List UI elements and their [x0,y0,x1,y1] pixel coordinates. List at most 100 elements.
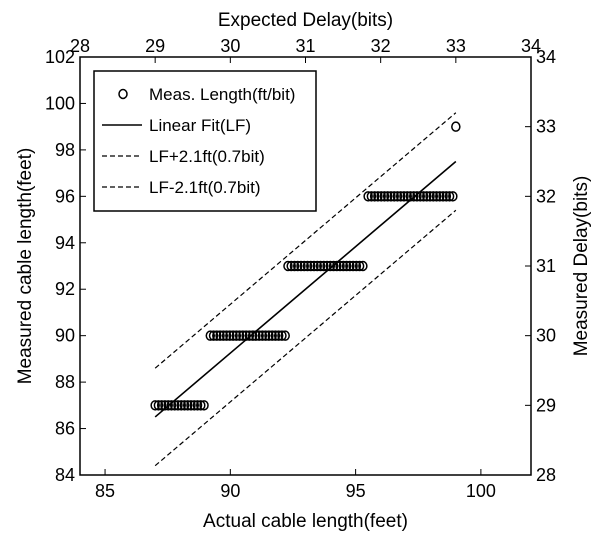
right-tick-label: 29 [536,395,556,415]
data-point [428,191,439,202]
data-point [234,330,245,341]
data-point [231,330,242,341]
data-point [341,260,352,272]
data-point [441,191,452,202]
right-tick-label: 28 [536,465,556,485]
data-point [309,260,319,272]
data-point [431,191,442,202]
data-point [392,191,403,202]
plot-frame [79,56,532,476]
top-tick-label: 31 [295,36,315,56]
data-point [166,400,177,411]
data-point [169,400,180,411]
data-point [373,191,383,202]
data-point [369,191,380,202]
data-point [212,330,222,341]
y-tick-label: 86 [55,419,75,439]
data-point [273,330,284,341]
data-point [179,400,190,411]
data-point [306,260,316,272]
data-point [408,191,419,202]
y-tick-label: 100 [45,93,75,113]
top-tick-label: 30 [220,36,240,56]
data-point [315,260,326,272]
data-point [221,330,232,341]
legend: Meas. Length(ft/bit) Linear Fit(LF) LF+2.1… [93,70,317,212]
data-point [228,330,238,341]
series-line [154,209,457,467]
data-point [405,191,416,202]
series-line [154,112,457,369]
data-point [358,260,368,272]
data-point [173,400,183,411]
data-point [218,330,229,341]
x-tick-label: 85 [95,481,115,501]
top-tick-label: 28 [70,36,90,56]
y-tick-label: 90 [55,326,75,346]
legend-label: Linear Fit(LF) [149,116,251,135]
data-point [153,400,164,411]
data-point [389,191,399,202]
y-axis-label: Measured cable length(feet) [15,148,36,385]
data-point [338,260,349,272]
data-point [192,400,203,411]
data-point [354,260,365,272]
right-axis-label: Measured Delay(bits) [571,176,592,357]
plot-data [150,112,461,467]
data-point [448,191,458,202]
data-point [260,330,271,341]
data-point [312,260,323,272]
x-tick-label: 100 [466,481,496,501]
data-point [415,191,426,202]
data-point [270,330,281,341]
y-tick-label: 102 [45,47,75,67]
y-tick-label: 98 [55,140,75,160]
data-point [345,260,355,272]
legend-label: LF-2.1ft(0.7bit) [149,178,261,197]
data-point [319,260,329,272]
top-axis-label: Expected Delay(bits) [218,10,393,31]
data-point [395,191,406,202]
y-tick-label: 94 [55,233,75,253]
data-point [251,330,261,341]
data-point [322,260,332,272]
y-tick-label: 96 [55,186,75,206]
data-point [156,400,167,411]
data-point [205,330,216,341]
data-point [379,191,390,202]
x-tick-label: 90 [220,481,240,501]
right-tick-label: 33 [536,117,556,137]
data-point [351,260,362,272]
legend-marker [118,88,128,100]
data-point [150,400,160,411]
data-point [257,330,268,341]
data-point [399,191,409,202]
data-point [160,400,170,411]
top-tick-label: 32 [371,36,391,56]
legend-label: Meas. Length(ft/bit) [149,85,295,104]
data-point [332,260,342,272]
data-point [366,191,377,202]
data-point [386,191,396,202]
right-tick-label: 34 [536,47,556,67]
data-point [163,400,173,411]
data-point [196,400,206,411]
y-tick-label: 84 [55,465,75,485]
data-point [244,330,255,341]
data-point [176,400,186,411]
x-tick-label: 95 [346,481,366,501]
y-tick-label: 88 [55,372,75,392]
data-point [451,121,461,132]
data-point [328,260,339,272]
y-tick-label: 92 [55,279,75,299]
top-tick-label: 34 [521,36,541,56]
data-point [182,400,193,411]
data-point [215,330,225,341]
data-point [418,191,429,202]
data-point [292,260,303,272]
data-point [444,191,455,202]
right-tick-label: 30 [536,326,556,346]
data-point [335,260,345,272]
data-point [363,191,373,202]
